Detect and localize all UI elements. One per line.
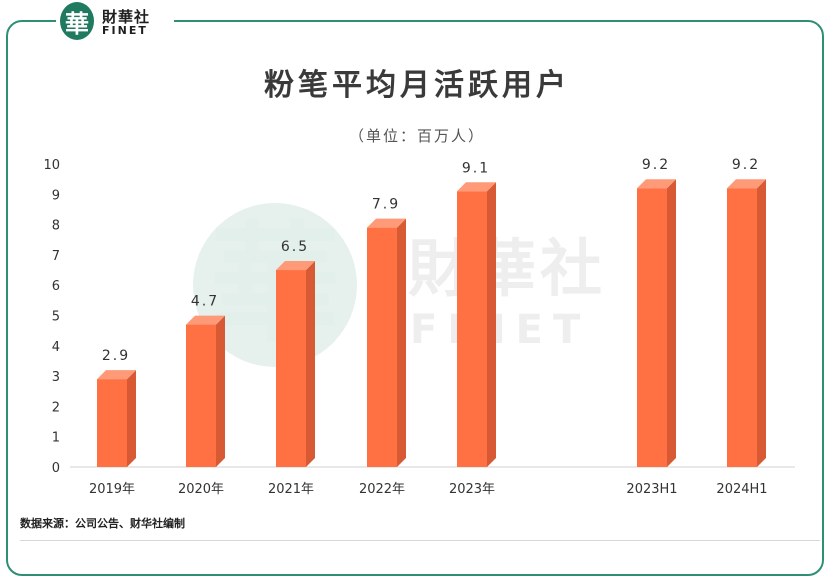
bar-front bbox=[276, 270, 306, 467]
bar-top bbox=[97, 370, 136, 380]
x-tick-label: 2024H1 bbox=[716, 482, 767, 497]
chart-labels: 2.9 2019年 4.7 2020年 6.5 2021年 7.9 2022年 9.1 2023年… bbox=[89, 157, 768, 497]
bar-top bbox=[367, 218, 406, 228]
watermark-logo-glyph: 華 bbox=[210, 208, 340, 361]
y-tick-label: 3 bbox=[52, 370, 60, 385]
data-label: 6.5 bbox=[281, 239, 309, 255]
y-tick-label: 2 bbox=[52, 400, 60, 415]
y-tick-label: 4 bbox=[52, 340, 60, 355]
y-tick-label: 10 bbox=[43, 158, 60, 173]
bar-side bbox=[757, 179, 766, 468]
bar-side bbox=[487, 182, 496, 467]
source-divider bbox=[20, 540, 820, 541]
bar-front bbox=[457, 191, 487, 467]
y-tick-label: 0 bbox=[52, 461, 60, 476]
x-tick-label: 2022年 bbox=[359, 482, 405, 497]
chart-frame bbox=[6, 20, 824, 576]
y-tick-label: 1 bbox=[52, 431, 60, 446]
data-label: 9.2 bbox=[732, 157, 760, 173]
y-tick-label: 7 bbox=[52, 249, 60, 264]
watermark-name-cn: 財華社 bbox=[408, 232, 606, 305]
bar-top bbox=[637, 179, 676, 189]
brand-logo-icon: 華 bbox=[60, 2, 94, 40]
y-tick-label: 5 bbox=[52, 310, 60, 325]
x-tick-label: 2021年 bbox=[268, 482, 314, 497]
watermark-logo-icon bbox=[193, 203, 357, 367]
bar-front bbox=[637, 188, 667, 468]
chart-title: 粉笔平均月活跃用户 bbox=[264, 68, 570, 103]
bar-front bbox=[367, 227, 397, 467]
watermark-name-en: FINET bbox=[410, 307, 590, 353]
bar-side bbox=[127, 370, 136, 467]
bar bbox=[186, 315, 225, 467]
data-label: 9.2 bbox=[642, 157, 670, 173]
bar bbox=[97, 370, 136, 467]
x-tick-label: 2023年 bbox=[449, 482, 495, 497]
data-label: 4.7 bbox=[191, 294, 219, 310]
x-tick-label: 2019年 bbox=[89, 482, 135, 497]
brand-logo: 華 財華社 FINET bbox=[56, 0, 174, 44]
bar-top bbox=[186, 315, 225, 325]
bar-side bbox=[306, 261, 315, 467]
bar-front bbox=[97, 379, 127, 467]
source-note: 数据来源：公司公告、财华社编制 bbox=[20, 517, 185, 530]
data-label: 7.9 bbox=[372, 197, 400, 213]
bar-top bbox=[727, 179, 766, 189]
data-label: 9.1 bbox=[462, 160, 490, 176]
bar bbox=[457, 182, 496, 467]
x-tick-label: 2023H1 bbox=[626, 482, 677, 497]
bar-front bbox=[727, 188, 757, 468]
unit-label: （单位：百万人） bbox=[348, 127, 485, 145]
bar-side bbox=[667, 179, 676, 468]
chart-bars bbox=[97, 179, 766, 468]
bar bbox=[276, 261, 315, 467]
x-tick-label: 2020年 bbox=[178, 482, 224, 497]
bar-front bbox=[186, 324, 216, 467]
bar bbox=[637, 179, 676, 468]
bar-top bbox=[276, 261, 315, 271]
y-tick-label: 6 bbox=[52, 279, 60, 294]
data-label: 2.9 bbox=[102, 348, 130, 364]
y-tick-label: 9 bbox=[52, 188, 60, 203]
bar bbox=[727, 179, 766, 468]
brand-name-cn: 財華社 bbox=[102, 8, 151, 26]
bar-side bbox=[397, 218, 406, 467]
bar-top bbox=[457, 182, 496, 192]
bar-side bbox=[216, 315, 225, 467]
bar bbox=[367, 218, 406, 467]
y-tick-label: 8 bbox=[52, 219, 60, 234]
brand-name-en: FINET bbox=[102, 24, 148, 37]
